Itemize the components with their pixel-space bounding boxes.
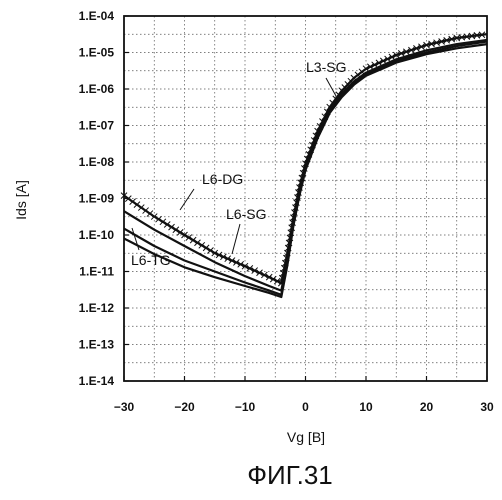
series-marker-l3-sg bbox=[130, 199, 136, 205]
leader-line-l6-dg bbox=[180, 189, 194, 210]
y-tick-label: 1.E-11 bbox=[79, 265, 114, 279]
y-tick-label: 1.E-07 bbox=[79, 119, 115, 133]
series-label-l3-sg: L3-SG bbox=[306, 59, 346, 75]
y-tick-label: 1.E-09 bbox=[79, 192, 115, 206]
series-lines bbox=[121, 32, 487, 297]
leader-line-l3-sg bbox=[326, 78, 336, 96]
leader-line-l6-sg bbox=[232, 224, 240, 254]
series-marker-l3-sg bbox=[147, 211, 153, 217]
y-tick-label: 1.E-04 bbox=[79, 9, 115, 23]
x-tick-label: 20 bbox=[420, 400, 434, 414]
figure-caption: ФИГ.31 bbox=[247, 460, 333, 490]
series-label-l6-dg: L6-DG bbox=[202, 171, 243, 187]
y-tick-label: 1.E-10 bbox=[79, 228, 115, 242]
series-label-l6-tg: L6-TG bbox=[131, 252, 171, 268]
leader-line-l6-tg bbox=[132, 228, 139, 250]
x-tick-label: 0 bbox=[302, 400, 309, 414]
x-axis-label: Vg [B] bbox=[287, 429, 325, 445]
x-tick-label: −20 bbox=[174, 400, 195, 414]
y-tick-label: 1.E-06 bbox=[79, 82, 115, 96]
y-axis-label: Ids [A] bbox=[13, 180, 29, 220]
series-label-l6-sg: L6-SG bbox=[226, 206, 266, 222]
y-tick-label: 1.E-14 bbox=[79, 374, 115, 388]
x-tick-label: −10 bbox=[235, 400, 256, 414]
series-marker-l3-sg bbox=[134, 202, 140, 208]
x-tick-label: −30 bbox=[114, 400, 135, 414]
series-line-l6-tg bbox=[124, 44, 487, 297]
x-tick-label: 30 bbox=[480, 400, 494, 414]
y-tick-label: 1.E-05 bbox=[79, 46, 115, 60]
x-tick-label: 10 bbox=[359, 400, 373, 414]
series-marker-l3-sg bbox=[138, 205, 144, 211]
y-tick-label: 1.E-12 bbox=[79, 301, 115, 315]
y-tick-label: 1.E-13 bbox=[79, 338, 115, 352]
y-tick-label: 1.E-08 bbox=[79, 155, 115, 169]
series-marker-l3-sg bbox=[143, 208, 149, 214]
series-annotations: L3-SG L6-DG L6-SG L6-TG bbox=[131, 59, 346, 268]
